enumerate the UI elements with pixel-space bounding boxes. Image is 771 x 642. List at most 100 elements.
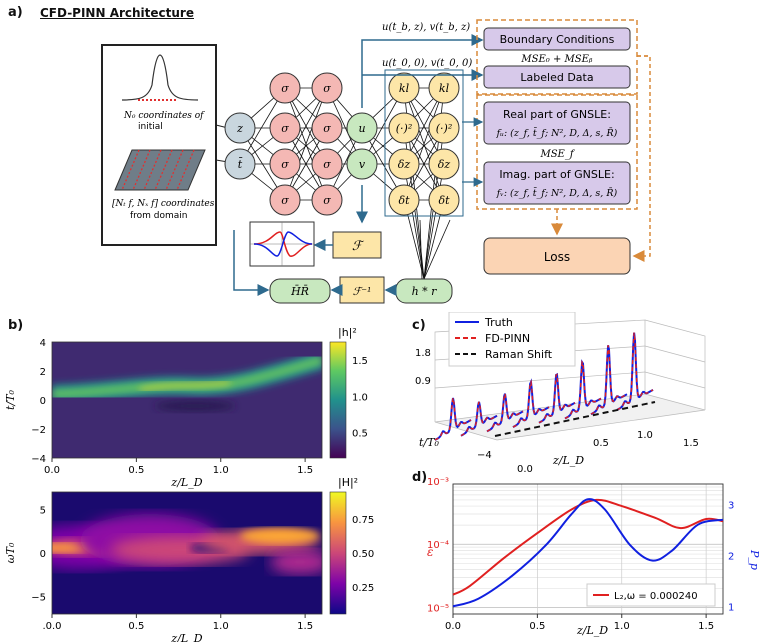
loss-box: [483, 237, 631, 275]
panel-c: Truth FD-PINN Raman Shift 1.8 0.9 t/T₀ −…: [415, 312, 706, 475]
imag-title: Imag. part of GNSLE:: [499, 168, 614, 181]
domain-text-1: [Nₜ f, Nₓ f] coordinates: [112, 199, 215, 209]
deriv-node-a-1: [388, 112, 420, 144]
real-eq: fᵤ: (z_f, t̄_f; N², D, Δ, s, R̄): [496, 127, 618, 139]
h-colorbar-label: |h|²: [338, 326, 357, 339]
fourier-label: ℱ: [352, 239, 365, 254]
d-left-tick: 10⁻⁴: [427, 540, 449, 551]
d-xtick: 0.0: [445, 621, 461, 632]
deriv-node-a-2: [388, 148, 420, 180]
ytick: 0: [40, 396, 46, 407]
deriv-node-b-0: [428, 72, 460, 104]
hr-label: H̄R̄: [290, 285, 309, 298]
fdpinn-ridge: [486, 393, 524, 433]
hidden-node-1-2: [311, 148, 343, 180]
imag-gnsle-box: [483, 161, 631, 205]
fdpinn-ridge: [460, 401, 498, 437]
d-left-ylabel: ε: [427, 545, 433, 559]
hidden-node-0-0: [269, 72, 301, 104]
deriv-node-b-0-label: kl: [439, 82, 450, 95]
hidden-node-0-3: [269, 184, 301, 216]
bc-box-label: Boundary Conditions: [500, 33, 615, 46]
input-node-0: [224, 112, 256, 144]
panel-b: 0.0 0.5 1.0 1.5 z/L_D t/T₀ 4 2 0 −2 −4 1.5 1.0 0.5 |h…: [4, 326, 374, 642]
cbar-tick: 0.25: [352, 583, 374, 594]
msef-label: MSE_f: [539, 149, 575, 160]
imag-eq: fᵥ: (z_f, t̄_f; N², D, Δ, s, R̄): [496, 187, 618, 199]
c-xlabel: z/L_D: [552, 454, 584, 467]
deriv-node-a-1-label: (·)²: [396, 122, 413, 135]
d-right-ylabel: P_p: [748, 549, 761, 570]
d-xtick: 1.5: [698, 621, 714, 632]
panel-label-d: d): [412, 470, 428, 485]
legend-fdpinn: FD-PINN: [485, 332, 530, 345]
c-ztick-1: 1.8: [415, 348, 431, 359]
ytick: 0: [40, 549, 46, 560]
ld-input-label: u(t_0, 0), v(t_0, 0): [382, 58, 472, 69]
hidden-node-0-0-label: σ: [281, 82, 289, 95]
d-right-tick: 1: [728, 602, 734, 613]
panel-label-a: a): [8, 5, 23, 20]
output-node-1: [346, 148, 378, 180]
architecture-title: CFD-PINN Architecture: [40, 6, 194, 20]
xtick: .0.0: [42, 621, 61, 632]
input-sample-box: [101, 44, 217, 246]
legend-raman: Raman Shift: [485, 348, 553, 361]
c-ttick-1: −4: [477, 450, 492, 461]
bc-box: [483, 27, 631, 51]
deriv-node-a-0-label: kl: [399, 82, 410, 95]
h-colorbar: [329, 341, 347, 459]
raman-shift-line: [494, 401, 656, 437]
input-node-1: [224, 148, 256, 180]
inverse-fourier-label: ℱ⁻¹: [353, 285, 372, 298]
ytick: −4: [31, 454, 46, 465]
output-node-1-label: v: [359, 158, 366, 171]
xtick: 0.5: [128, 465, 144, 476]
hidden-node-1-0-label: σ: [323, 82, 331, 95]
hidden-node-1-1-label: σ: [323, 122, 331, 135]
ytick: 5: [40, 505, 46, 516]
h-heatmap-track: [52, 351, 322, 412]
d-left-tick: 10⁻⁵: [427, 604, 449, 615]
d-legend: [586, 583, 716, 607]
deriv-node-a-2-label: δz: [398, 158, 411, 171]
deriv-node-a-3-label: δt: [398, 194, 410, 207]
c-xtick-2: 1.0: [637, 430, 653, 441]
real-gnsle-box: [483, 101, 631, 145]
output-node-0: [346, 112, 378, 144]
fdpinn-ridge: [512, 379, 550, 428]
H-heatmap-structure: [52, 514, 322, 574]
cbar-tick: 0.75: [352, 515, 374, 526]
ytick: −5: [31, 593, 46, 604]
mse0b-label: MSE₀ + MSEᵦ: [520, 54, 593, 65]
c-xtick-3: 1.5: [683, 438, 699, 449]
output-node-0-label: u: [358, 122, 365, 135]
c-ztick-2: 0.9: [415, 376, 431, 387]
ytick: 4: [40, 338, 46, 349]
xlabel: z/L_D: [170, 476, 202, 489]
real-title: Real part of GNSLE:: [503, 108, 611, 121]
cbar-tick: 1.0: [352, 392, 368, 403]
deriv-node-b-2-label: δz: [438, 158, 451, 171]
d-right-tick: 2: [728, 551, 734, 562]
d-xtick: 1.0: [614, 621, 630, 632]
hidden-node-0-1-label: σ: [281, 122, 289, 135]
xtick: 1.0: [213, 465, 229, 476]
init-text-1: N₀ coordinates of: [123, 111, 205, 121]
bc-input-label: u(t_b, z), v(t_b, z): [382, 22, 470, 33]
ylabel: ωT₀: [4, 542, 17, 563]
gaussian-curve: [121, 54, 199, 101]
xtick: 1.0: [213, 621, 229, 632]
ytick: 2: [40, 367, 46, 378]
fourier-box: [332, 231, 382, 259]
ylabel: t/T₀: [4, 389, 17, 409]
cbar-tick: 1.5: [352, 356, 368, 367]
d-xtick: 0.5: [529, 621, 545, 632]
hidden-node-0-3-label: σ: [281, 194, 289, 207]
xtick: 1.5: [297, 621, 313, 632]
epsilon-curve: [452, 498, 724, 596]
input-node-0-label: z: [236, 122, 243, 135]
arrow-to-bc: [361, 34, 484, 108]
ld-box-label: Labeled Data: [520, 71, 593, 84]
